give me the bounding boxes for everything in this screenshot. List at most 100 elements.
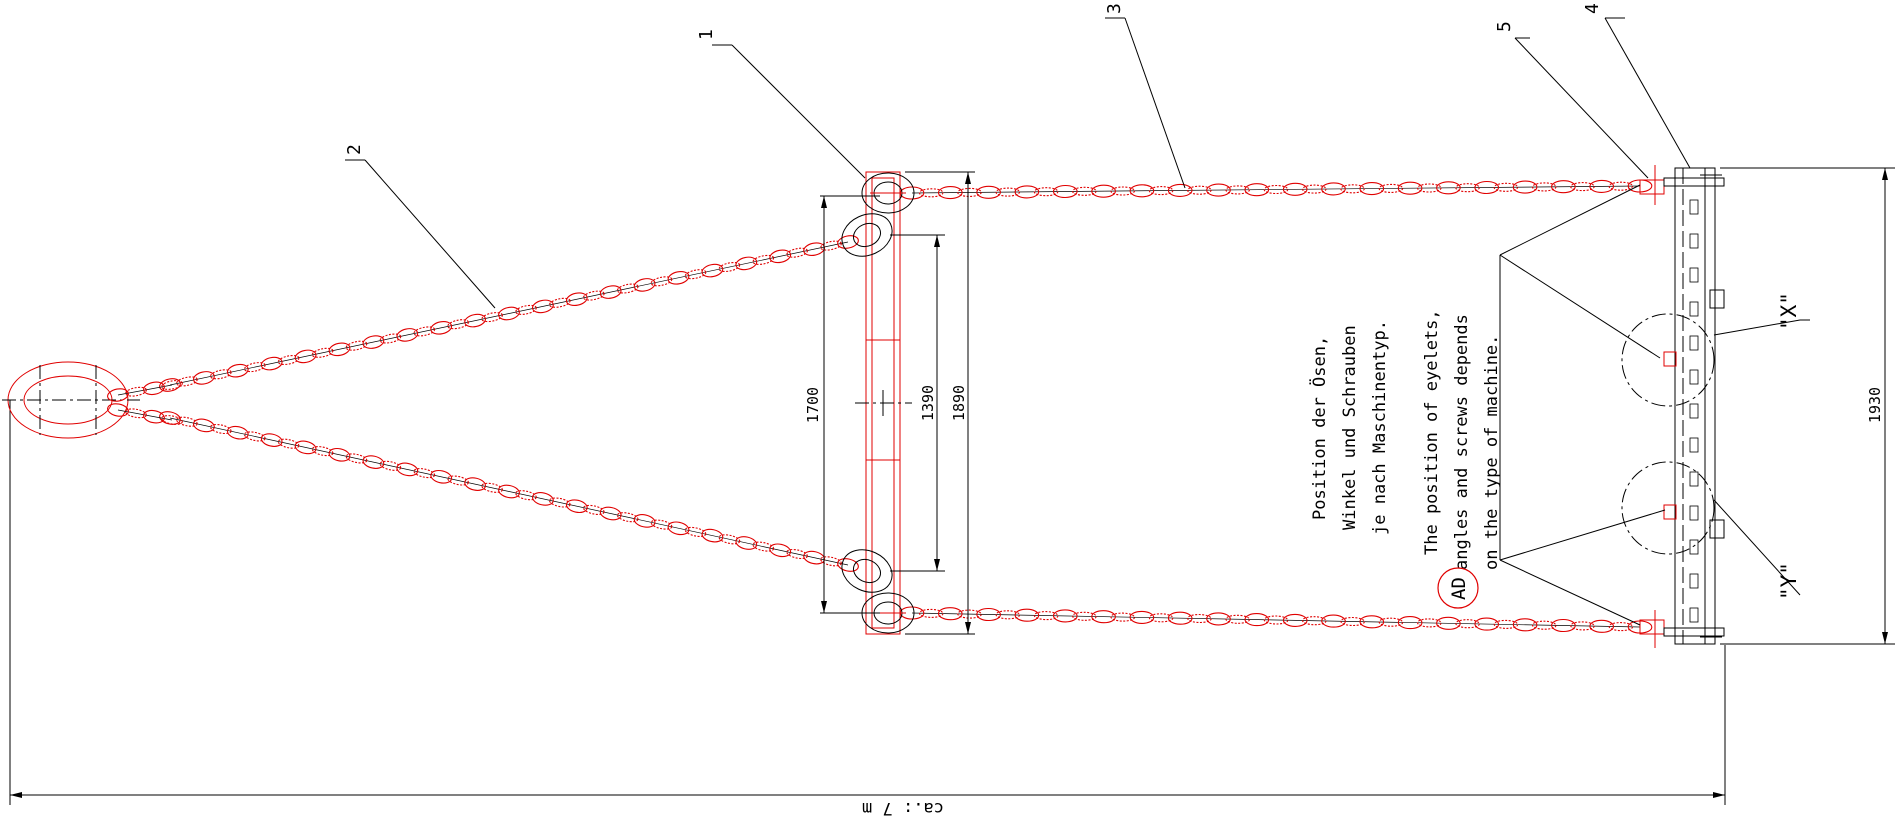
chain-link — [243, 431, 266, 442]
chain-link — [752, 254, 775, 265]
chain-link — [786, 247, 808, 258]
chain-link — [684, 269, 707, 280]
chain-link — [294, 440, 317, 455]
chain-link — [1148, 613, 1174, 623]
chain-link — [565, 499, 588, 514]
chain-link — [820, 240, 842, 251]
frame-tick — [1689, 301, 1699, 317]
chain-link — [633, 278, 656, 292]
chain-link — [684, 526, 707, 537]
note-text-en: The position of eyelets, angles and scre… — [1422, 309, 1502, 570]
machine-frame — [1674, 167, 1725, 645]
dimension-1390: 1390 — [890, 234, 945, 572]
chain-link — [837, 558, 859, 572]
frame-tick — [1689, 199, 1699, 215]
chain-link — [1225, 614, 1251, 624]
chain-link — [413, 468, 436, 479]
chain-link — [1187, 185, 1212, 195]
chain-link — [1110, 186, 1136, 196]
chain-link — [1225, 185, 1251, 195]
overall-length-dimension: ca.: 7 m — [9, 400, 1726, 818]
chain-link — [1416, 618, 1442, 628]
chain-link — [345, 340, 368, 351]
chain-link — [176, 416, 198, 427]
chain-link — [1014, 185, 1040, 199]
callout-2: 2 — [344, 144, 496, 309]
chain-link — [701, 263, 724, 278]
dimension-1930: 1930 — [1720, 167, 1895, 645]
chain-lower-bottom — [899, 606, 1653, 634]
frame-tick — [1689, 471, 1699, 487]
note-text-de: Position der Ösen, Winkel und Schrauben … — [1308, 320, 1390, 535]
chain-link — [430, 469, 453, 484]
frame-tick — [1689, 539, 1699, 555]
note-de-line-2: Winkel und Schrauben — [1340, 325, 1360, 530]
chain-link — [976, 607, 1001, 622]
chain-link — [548, 497, 571, 508]
note-en-line-2: angles and screws depends — [1452, 314, 1472, 570]
chain-link — [311, 446, 334, 457]
chain-link — [125, 408, 147, 419]
chain-link — [1608, 622, 1634, 632]
chain-link — [599, 506, 622, 521]
chain-link — [1474, 180, 1500, 195]
chain-link — [1493, 619, 1519, 629]
chain-link — [193, 418, 215, 433]
chain-link — [143, 409, 165, 424]
chain-link — [447, 475, 469, 486]
chain-link — [1321, 614, 1346, 628]
note-leaders — [1499, 184, 1666, 626]
callout-5: 5 — [1494, 21, 1649, 179]
callout-1-label: 1 — [696, 29, 717, 40]
chain-link — [957, 609, 982, 619]
chain-link — [820, 556, 842, 567]
chain-link — [1052, 184, 1078, 199]
callout-4: 4 — [1582, 3, 1691, 169]
chain-link — [243, 362, 266, 373]
chain-link — [1378, 617, 1404, 627]
chain-link — [1493, 182, 1519, 192]
chain-link — [1014, 608, 1040, 622]
chain-link — [667, 521, 690, 536]
chain-link — [1608, 181, 1634, 191]
chain-link — [582, 290, 605, 301]
callout-5-label: 5 — [1494, 21, 1515, 32]
chain-link — [1340, 616, 1365, 627]
chains — [107, 179, 1653, 634]
chain-link — [957, 187, 982, 197]
chain-link — [1263, 615, 1289, 625]
callout-1: 1 — [696, 29, 866, 179]
ad-marker-label: AD — [1448, 577, 1470, 600]
chain-link — [379, 333, 402, 344]
frame-tick — [1689, 369, 1699, 385]
chain-link — [209, 369, 232, 380]
chain-link — [464, 477, 486, 491]
chain-link — [1244, 183, 1270, 197]
dimension-1390-label: 1390 — [919, 385, 937, 421]
chain-link — [918, 188, 944, 198]
beam-eye-top-inner — [841, 213, 893, 257]
chain-link — [396, 462, 419, 477]
callout-3: 3 — [1104, 3, 1186, 189]
chain-lower-top — [899, 179, 1653, 200]
chain-link — [1570, 182, 1595, 192]
chain-link — [161, 415, 183, 425]
chain-link — [1512, 618, 1538, 632]
dimension-1700: 1700 — [804, 195, 880, 614]
chain-link — [735, 536, 758, 550]
chain-link — [1436, 616, 1461, 630]
chain-link — [1570, 621, 1595, 631]
chain-link — [1052, 609, 1078, 623]
chain-link — [995, 187, 1021, 197]
chain-link — [161, 380, 183, 390]
chain-link — [1167, 183, 1193, 197]
chain-link — [735, 256, 758, 271]
chain-link — [1301, 184, 1327, 194]
chain-link — [1589, 619, 1615, 633]
chain-link — [1512, 180, 1538, 194]
chain-link — [718, 261, 741, 273]
chain-link — [616, 512, 639, 523]
note-de-line-3: je nach Maschinentyp. — [1370, 320, 1390, 535]
chain-link — [1301, 616, 1327, 626]
chain-link — [1455, 183, 1480, 193]
